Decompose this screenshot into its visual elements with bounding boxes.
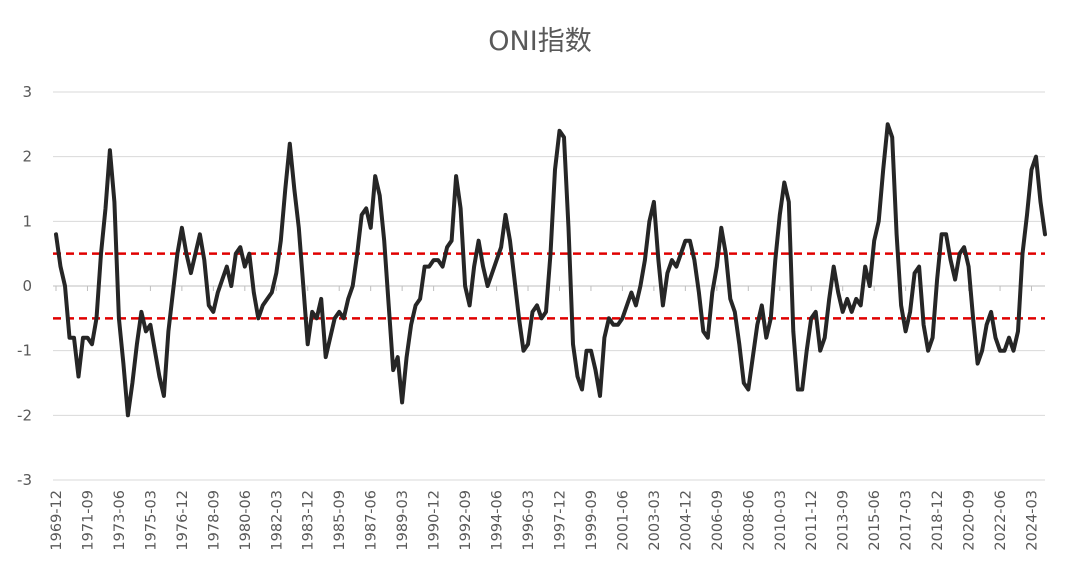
x-tick-label: 1996-03: [521, 490, 537, 551]
y-tick-label: 0: [22, 277, 32, 295]
y-tick-label: -3: [17, 471, 32, 489]
x-tick-label: 1980-06: [238, 490, 254, 551]
x-tick-label: 1989-03: [395, 490, 411, 551]
y-tick-label: -1: [17, 342, 32, 360]
x-tick-label: 2010-03: [773, 490, 789, 551]
x-tick-label: 1997-12: [552, 490, 568, 551]
oni-series-line: [54, 122, 1047, 418]
x-tick-label: 2006-09: [710, 490, 726, 551]
x-tick-label: 1973-06: [112, 490, 128, 551]
x-tick-label: 2004-12: [678, 490, 694, 551]
x-tick-label: 2022-06: [993, 490, 1009, 551]
x-tick-label: 1985-09: [332, 490, 348, 551]
x-tick-label: 1992-09: [458, 490, 474, 551]
x-tick-label: 2003-03: [647, 490, 663, 551]
x-tick-label: 2001-06: [615, 490, 631, 551]
x-tick-label: 1999-09: [584, 490, 600, 551]
x-tick-label: 1978-09: [206, 490, 222, 551]
x-tick-label: 2024-03: [1025, 490, 1041, 551]
x-tick-label: 1994-06: [490, 490, 506, 551]
gridlines: [53, 91, 1045, 481]
x-tick-label: 1982-03: [269, 490, 285, 551]
y-axis: 3 2 1 0 -1 -2 -3: [17, 83, 32, 489]
x-tick-label: 2011-12: [804, 490, 820, 551]
x-tick-label: 1990-12: [427, 490, 443, 551]
x-axis: 1969-12 1971-09 1973-06 1975-03 1976-12 1978-…: [49, 285, 1045, 551]
x-tick-label: 2013-09: [836, 490, 852, 551]
x-tick-label: 2015-06: [867, 490, 883, 551]
y-tick-label: 1: [22, 212, 32, 230]
x-tick-label: 2018-12: [930, 490, 946, 551]
x-tick-label: 1976-12: [175, 490, 191, 551]
x-tick-label: 2008-06: [741, 490, 757, 551]
x-tick-label: 2017-03: [899, 490, 915, 551]
y-tick-label: -2: [17, 406, 32, 424]
y-tick-label: 3: [22, 83, 32, 101]
y-tick-label: 2: [22, 148, 32, 166]
x-tick-label: 1969-12: [49, 490, 65, 551]
x-tick-label: 1975-03: [143, 490, 159, 551]
chart-title: ONI指数: [488, 26, 591, 57]
x-tick-label: 2020-09: [962, 490, 978, 551]
x-tick-label: 1983-12: [301, 490, 317, 551]
x-tick-label: 1987-06: [364, 490, 380, 551]
series-layer: [54, 122, 1047, 418]
x-tick-label: 1971-09: [80, 490, 96, 551]
